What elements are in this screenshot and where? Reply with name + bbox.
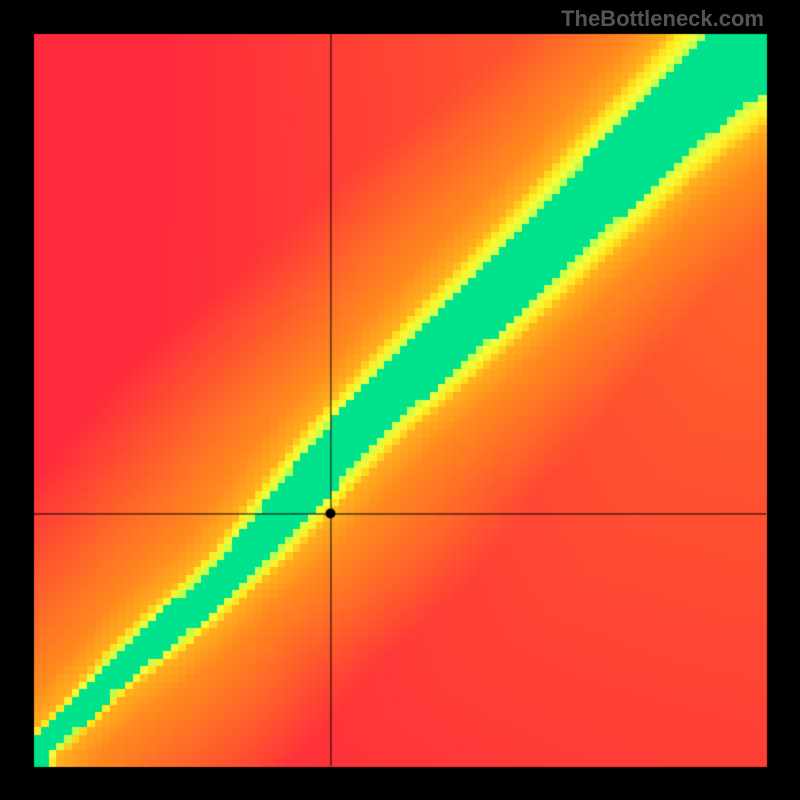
chart-container: TheBottleneck.com (0, 0, 800, 800)
bottleneck-heatmap (0, 0, 800, 800)
watermark-text: TheBottleneck.com (561, 6, 764, 32)
